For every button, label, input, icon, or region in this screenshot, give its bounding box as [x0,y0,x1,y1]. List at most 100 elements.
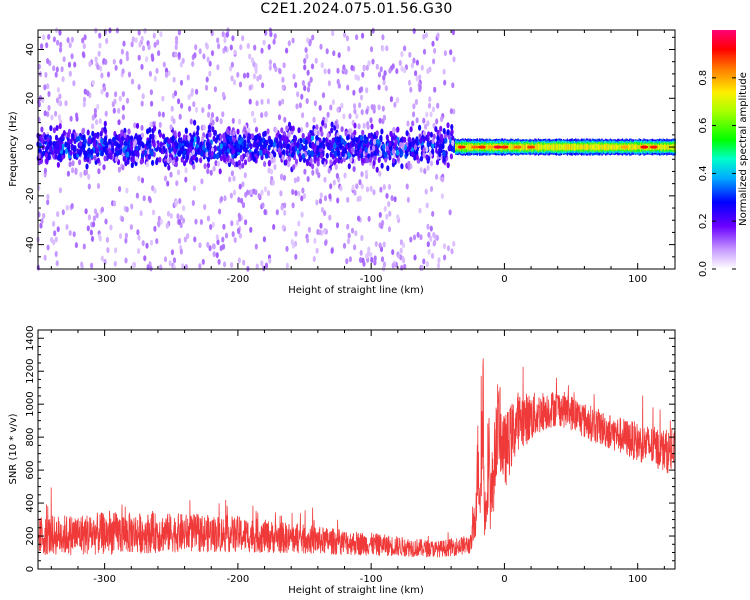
heatmap-cell [247,127,251,134]
heatmap-cell [261,202,265,209]
heatmap-cell [246,189,250,196]
heatmap-cell [213,86,217,93]
heatmap-cell [148,138,152,145]
heatmap-cell [356,196,360,203]
heatmap-cell [238,232,242,239]
heatmap-cell [214,137,218,144]
heatmap-cell [427,248,431,255]
heatmap-cell [80,261,84,268]
heatmap-cell [152,32,156,39]
heatmap-cell [208,70,212,77]
heatmap-cell [379,150,383,157]
heatmap-cell [140,124,144,131]
heatmap-cell [293,139,297,146]
heatmap-cell [129,224,133,231]
heatmap-cell [422,33,426,40]
heatmap-cell [560,144,562,150]
heatmap-cell [150,150,154,157]
heatmap-cell [363,137,367,144]
heatmap-cell [114,247,118,254]
heatmap-cell [436,135,440,142]
colorbar-tick-label: 0.4 [698,165,709,181]
heatmap-cell [208,151,212,157]
heatmap-cell [40,43,44,50]
heatmap-cell [177,29,181,36]
heatmap-cell [211,119,215,126]
heatmap-cell [441,143,445,150]
heatmap-cell [71,133,75,140]
heatmap-cell [123,132,127,139]
heatmap-cell [281,84,285,91]
heatmap-cell [427,131,431,138]
heatmap-cell [247,156,251,163]
heatmap-cell [409,236,413,243]
snr-series [37,358,676,558]
colorbar-tick-label: 0.0 [698,261,709,277]
heatmap-cell [58,187,63,194]
heatmap-cell [406,196,410,203]
heatmap-cell [140,132,144,139]
heatmap-cell [56,86,61,93]
heatmap-cell [184,127,188,134]
heatmap-cell [440,116,444,122]
heatmap-cell [83,138,87,145]
heatmap-cell [602,144,604,150]
heatmap-cell [311,163,315,170]
heatmap-cell [359,94,364,101]
heatmap-cell [269,168,274,175]
heatmap-cell [222,145,226,152]
heatmap-cell [174,51,178,58]
heatmap-cell [385,134,389,141]
heatmap-cell [219,245,223,252]
heatmap-cell [109,224,113,231]
heatmap-cell [301,187,305,194]
heatmap-cell [281,76,285,83]
heatmap-cell [587,144,589,151]
heatmap-cell [293,177,297,184]
heatmap-cell [282,174,286,181]
heatmap-cell [141,93,145,100]
heatmap-cell [125,50,129,57]
heatmap-cell [271,179,275,186]
heatmap-cell [194,106,199,113]
heatmap-cell [172,257,177,264]
heatmap-cell [127,71,132,78]
heatmap-cell [50,114,54,121]
heatmap-cell [120,48,124,55]
heatmap-cell [194,44,198,51]
heatmap-cell [541,144,543,150]
heatmap-cell [449,49,453,56]
heatmap-cell [315,247,319,254]
heatmap-cell [369,46,374,53]
heatmap-cell [427,231,431,238]
heatmap-cell [98,42,102,49]
heatmap-cell [103,126,107,133]
heatmap-cell [291,151,295,158]
heatmap-hotspot [457,145,466,149]
heatmap-cell [448,209,452,216]
heatmap-cell [90,235,95,242]
heatmap-cell [41,150,46,157]
heatmap-cell [451,29,455,36]
heatmap-cell [436,141,440,148]
heatmap-cell [264,152,268,159]
heatmap-cell [315,135,319,141]
heatmap-cell [399,247,403,254]
heatmap-cell [440,133,444,140]
y-tick-label: 800 [25,428,36,447]
heatmap-cell [231,159,235,165]
heatmap-cell [238,81,243,88]
heatmap-cell [81,127,86,134]
heatmap-cell [73,61,77,68]
heatmap-cell [663,144,666,150]
heatmap-cell [305,160,310,167]
heatmap-cell [260,112,264,119]
heatmap-cell [375,63,379,70]
heatmap-cell [426,135,430,142]
heatmap-cell [135,156,139,163]
heatmap-cell [158,121,162,128]
heatmap-cell [364,146,368,153]
heatmap-cell [524,144,526,150]
x-tick-label: -200 [227,274,250,285]
